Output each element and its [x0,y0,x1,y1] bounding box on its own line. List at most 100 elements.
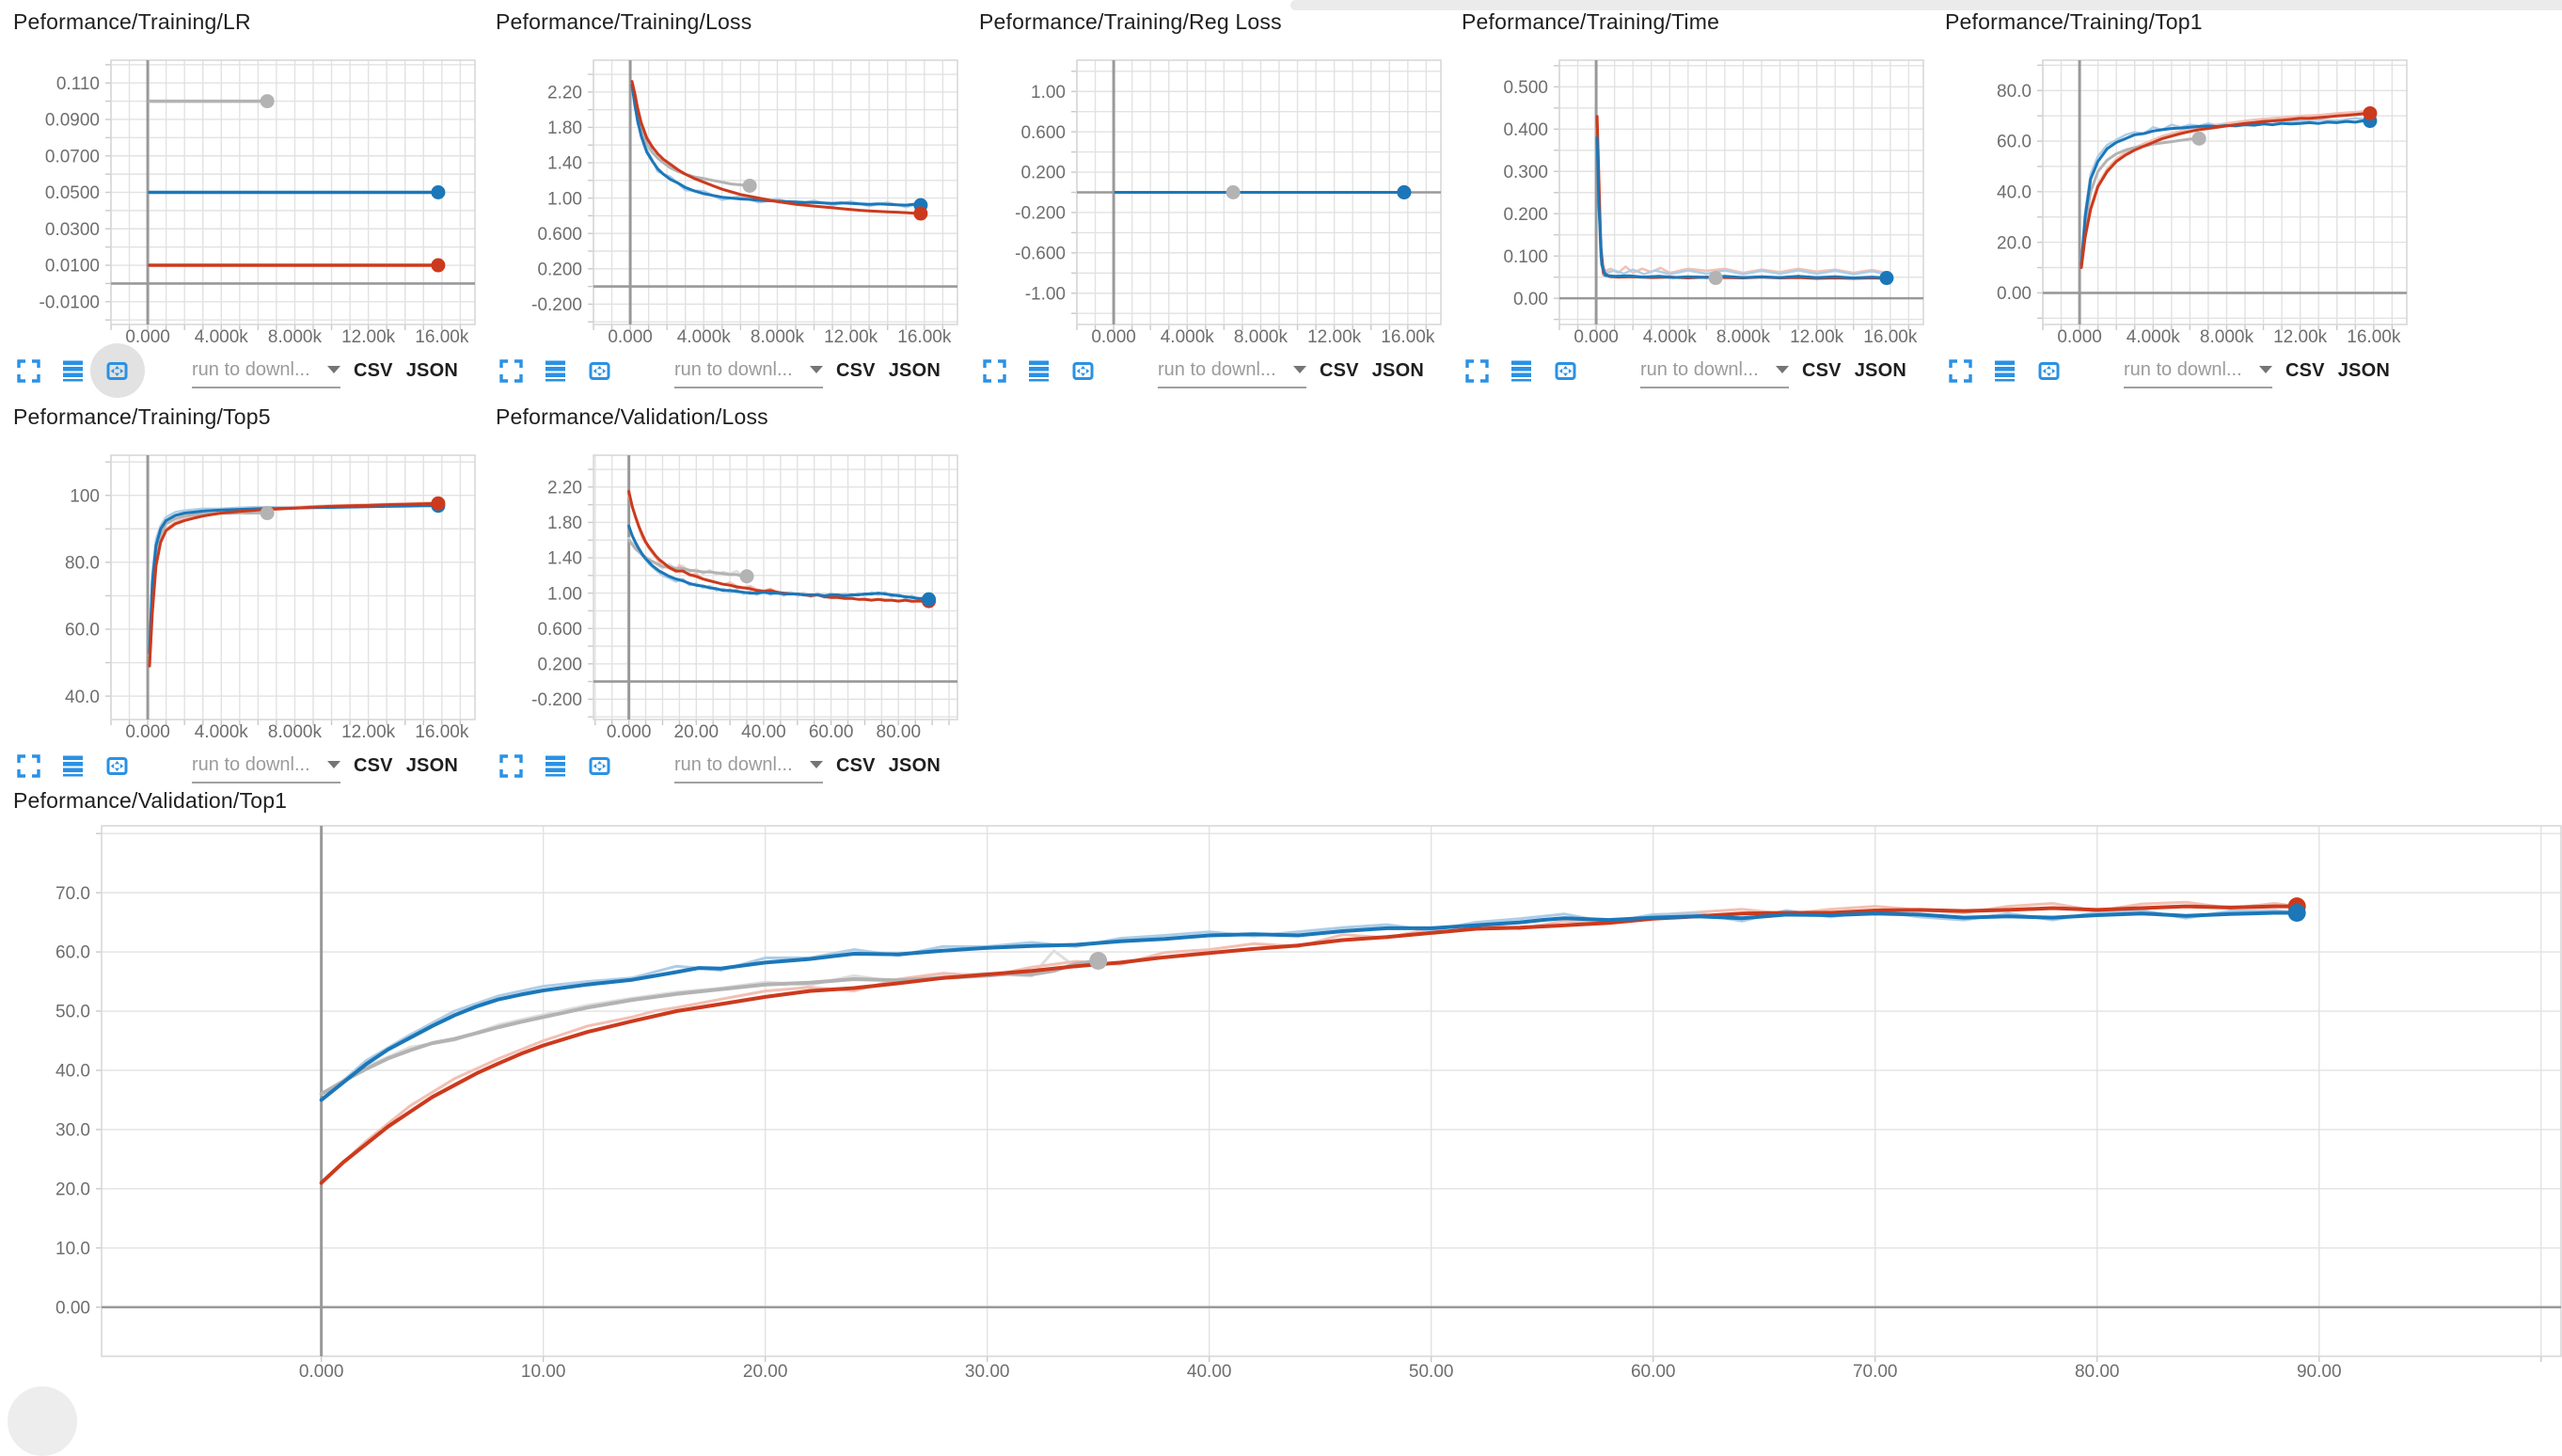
chart-toolbar: run to downl... CSV JSON [482,350,965,391]
svg-text:0.200: 0.200 [537,655,582,674]
run-download-select[interactable]: run to downl... [674,748,823,783]
svg-text:0.0900: 0.0900 [45,111,100,131]
fullscreen-icon[interactable] [498,752,525,780]
fit-to-data-icon[interactable] [586,357,613,385]
run-download-select[interactable]: run to downl... [674,353,823,388]
svg-text:30.00: 30.00 [965,1362,1010,1382]
chart-plot[interactable]: 0.110 0.0900 0.0700 0.0500 0.0300 0.0100 -0.01… [0,41,482,352]
svg-text:0.600: 0.600 [1020,123,1066,143]
run-download-select[interactable]: run to downl... [192,748,340,783]
run-download-select-label: run to downl... [674,753,793,775]
json-download-link[interactable]: JSON [405,754,458,776]
svg-text:90.00: 90.00 [2297,1362,2342,1382]
svg-text:16.00k: 16.00k [415,327,469,347]
csv-download-link[interactable]: CSV [1320,359,1359,381]
runs-list-icon[interactable] [59,752,87,780]
fit-to-data-icon[interactable] [586,752,613,780]
svg-text:0.000: 0.000 [125,327,170,347]
json-download-link[interactable]: JSON [405,359,458,381]
fit-to-data-icon[interactable] [1552,357,1579,385]
chart-toolbar: run to downl... CSV JSON [0,350,482,391]
chart-card: Peformance/Training/Time 0.500 0.400 0.300 0… [1448,0,1931,393]
svg-text:10.00: 10.00 [521,1362,566,1382]
chart-card: Peformance/Training/Loss 2.20 1.80 1.40 1.00… [482,0,965,393]
svg-text:12.00k: 12.00k [341,327,396,347]
json-download-link[interactable]: JSON [1854,359,1906,381]
run-download-select[interactable]: run to downl... [192,353,340,388]
chart-plot[interactable]: 80.0 60.0 40.0 20.0 0.00 0.000 4.000k 8.000k 12.… [1932,41,2414,352]
svg-text:-0.200: -0.200 [531,690,582,710]
svg-text:1.40: 1.40 [547,154,582,174]
json-download-link[interactable]: JSON [888,359,941,381]
svg-text:4.000k: 4.000k [1161,327,1215,347]
svg-text:60.00: 60.00 [809,722,854,742]
svg-text:4.000k: 4.000k [1643,327,1698,347]
svg-text:1.00: 1.00 [1031,83,1066,103]
fit-to-data-icon[interactable] [2035,357,2063,385]
svg-text:8.000k: 8.000k [1716,327,1771,347]
runs-list-icon[interactable] [542,752,569,780]
runs-list-icon[interactable] [1025,357,1052,385]
svg-text:16.00k: 16.00k [415,722,469,742]
fullscreen-icon[interactable] [1947,357,1974,385]
svg-text:60.0: 60.0 [55,943,90,963]
csv-download-link[interactable]: CSV [2285,359,2325,381]
run-download-select[interactable]: run to downl... [1640,353,1789,388]
json-download-link[interactable]: JSON [888,754,941,776]
fullscreen-icon[interactable] [15,752,42,780]
chart-toolbar: run to downl... CSV JSON [1448,350,1931,391]
svg-text:0.000: 0.000 [1091,327,1136,347]
svg-text:0.110: 0.110 [56,74,100,94]
csv-download-link[interactable]: CSV [354,359,393,381]
svg-text:20.0: 20.0 [1997,233,2032,253]
fit-to-data-icon[interactable] [1069,357,1097,385]
svg-text:-0.0100: -0.0100 [40,293,100,312]
fullscreen-icon[interactable] [15,357,42,385]
svg-text:-1.00: -1.00 [1025,284,1066,304]
chart-title: Peformance/Training/Top1 [1945,9,2203,34]
svg-text:60.0: 60.0 [1997,133,2032,152]
svg-text:0.100: 0.100 [1503,247,1548,267]
svg-text:50.00: 50.00 [1409,1362,1454,1382]
fullscreen-icon[interactable] [981,357,1008,385]
svg-text:4.000k: 4.000k [2127,327,2181,347]
run-download-select[interactable]: run to downl... [1158,353,1306,388]
csv-download-link[interactable]: CSV [836,359,876,381]
chart-plot[interactable]: 2.20 1.80 1.40 1.00 0.600 0.200 -0.200 0.000 4.0… [482,41,965,352]
svg-text:-0.200: -0.200 [531,295,582,315]
svg-text:0.500: 0.500 [1503,78,1548,98]
runs-list-icon[interactable] [1991,357,2018,385]
chart-card: Peformance/Training/Top1 80.0 60.0 40.0 20.0… [1932,0,2414,393]
svg-text:40.00: 40.00 [741,722,786,742]
svg-text:-0.600: -0.600 [1015,245,1066,264]
fullscreen-icon[interactable] [498,357,525,385]
run-download-select-label: run to downl... [1640,358,1759,380]
svg-text:8.000k: 8.000k [751,327,805,347]
fit-to-data-icon[interactable] [103,357,131,385]
json-download-link[interactable]: JSON [2337,359,2390,381]
run-download-select[interactable]: run to downl... [2124,353,2272,388]
svg-text:1.40: 1.40 [547,549,582,569]
fit-to-data-icon[interactable] [103,752,131,780]
svg-text:8.000k: 8.000k [268,722,323,742]
svg-text:0.000: 0.000 [1574,327,1619,347]
chart-plot[interactable]: 100 80.0 60.0 40.0 0.000 4.000k 8.000k 12.00k 16… [0,436,482,747]
svg-text:1.00: 1.00 [547,189,582,209]
csv-download-link[interactable]: CSV [354,754,393,776]
horizontal-scrollbar[interactable] [1290,0,2562,10]
csv-download-link[interactable]: CSV [1802,359,1842,381]
svg-text:0.0100: 0.0100 [45,257,100,277]
runs-list-icon[interactable] [1508,357,1535,385]
svg-text:1.80: 1.80 [547,119,582,138]
chart-plot[interactable]: 2.20 1.80 1.40 1.00 0.600 0.200 -0.200 0.000 20.… [482,436,965,747]
chart-plot[interactable]: 0.500 0.400 0.300 0.200 0.100 0.00 0.000 4.000k… [1448,41,1931,352]
svg-text:20.00: 20.00 [743,1362,788,1382]
svg-text:8.000k: 8.000k [2200,327,2254,347]
chart-plot[interactable]: 1.00 0.600 0.200 -0.200 -0.600 -1.00 0.000 4.00… [966,41,1448,352]
chart-plot[interactable]: 70.0 60.0 50.0 40.0 30.0 20.0 10.0 0.00 0.000 10.… [0,816,2562,1389]
runs-list-icon[interactable] [59,357,87,385]
runs-list-icon[interactable] [542,357,569,385]
fullscreen-icon[interactable] [1463,357,1491,385]
csv-download-link[interactable]: CSV [836,754,876,776]
json-download-link[interactable]: JSON [1371,359,1424,381]
